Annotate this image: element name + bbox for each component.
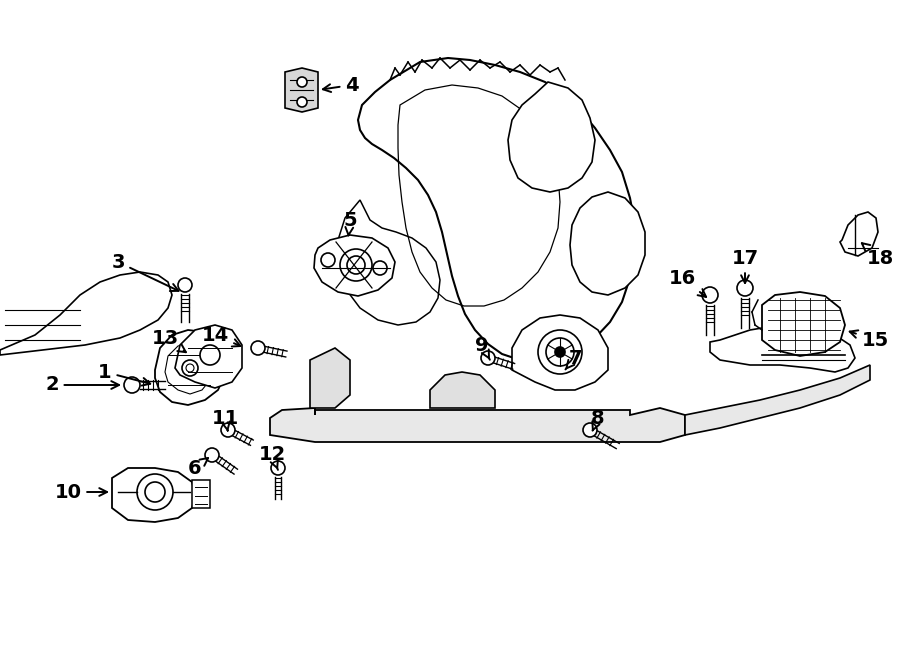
Circle shape <box>178 278 192 292</box>
Text: 16: 16 <box>669 269 707 297</box>
Text: 5: 5 <box>343 211 356 236</box>
Polygon shape <box>840 212 878 256</box>
Polygon shape <box>710 325 855 372</box>
Polygon shape <box>0 272 172 355</box>
Circle shape <box>373 261 387 275</box>
Circle shape <box>538 330 582 374</box>
Polygon shape <box>310 348 350 408</box>
Circle shape <box>297 77 307 87</box>
Circle shape <box>702 287 718 303</box>
Circle shape <box>546 338 574 366</box>
Polygon shape <box>508 82 595 192</box>
Polygon shape <box>192 480 210 508</box>
Circle shape <box>205 448 219 462</box>
Polygon shape <box>358 58 635 362</box>
Circle shape <box>124 377 140 393</box>
Text: 1: 1 <box>98 363 150 385</box>
Circle shape <box>221 423 235 437</box>
Text: 7: 7 <box>565 348 581 369</box>
Circle shape <box>186 364 194 372</box>
Polygon shape <box>112 468 195 522</box>
Text: 8: 8 <box>591 408 605 431</box>
Text: 13: 13 <box>151 328 186 352</box>
Circle shape <box>251 341 265 355</box>
Circle shape <box>555 347 565 357</box>
Polygon shape <box>175 325 242 388</box>
Text: 10: 10 <box>55 483 107 502</box>
Text: 14: 14 <box>202 326 240 346</box>
Text: 15: 15 <box>850 330 888 350</box>
Polygon shape <box>155 330 225 405</box>
Text: 11: 11 <box>212 408 239 430</box>
Polygon shape <box>270 408 685 442</box>
Circle shape <box>200 345 220 365</box>
Polygon shape <box>512 315 608 390</box>
Circle shape <box>271 461 285 475</box>
Circle shape <box>347 256 365 274</box>
Circle shape <box>583 423 597 437</box>
Circle shape <box>340 249 372 281</box>
Circle shape <box>182 360 198 376</box>
Text: 3: 3 <box>112 252 178 291</box>
Circle shape <box>145 482 165 502</box>
Circle shape <box>321 253 335 267</box>
Text: 12: 12 <box>258 446 285 470</box>
Polygon shape <box>430 372 495 408</box>
Polygon shape <box>338 200 440 325</box>
Circle shape <box>137 474 173 510</box>
Text: 6: 6 <box>188 458 208 477</box>
Polygon shape <box>314 235 395 296</box>
Text: 4: 4 <box>323 75 359 95</box>
Text: 17: 17 <box>732 248 759 283</box>
Polygon shape <box>285 68 318 112</box>
Circle shape <box>297 97 307 107</box>
Circle shape <box>737 280 753 296</box>
Polygon shape <box>762 292 845 356</box>
Text: 2: 2 <box>45 375 119 395</box>
Polygon shape <box>570 192 645 295</box>
Circle shape <box>481 351 495 365</box>
Polygon shape <box>685 365 870 435</box>
Text: 18: 18 <box>862 243 894 267</box>
Text: 9: 9 <box>475 336 490 359</box>
